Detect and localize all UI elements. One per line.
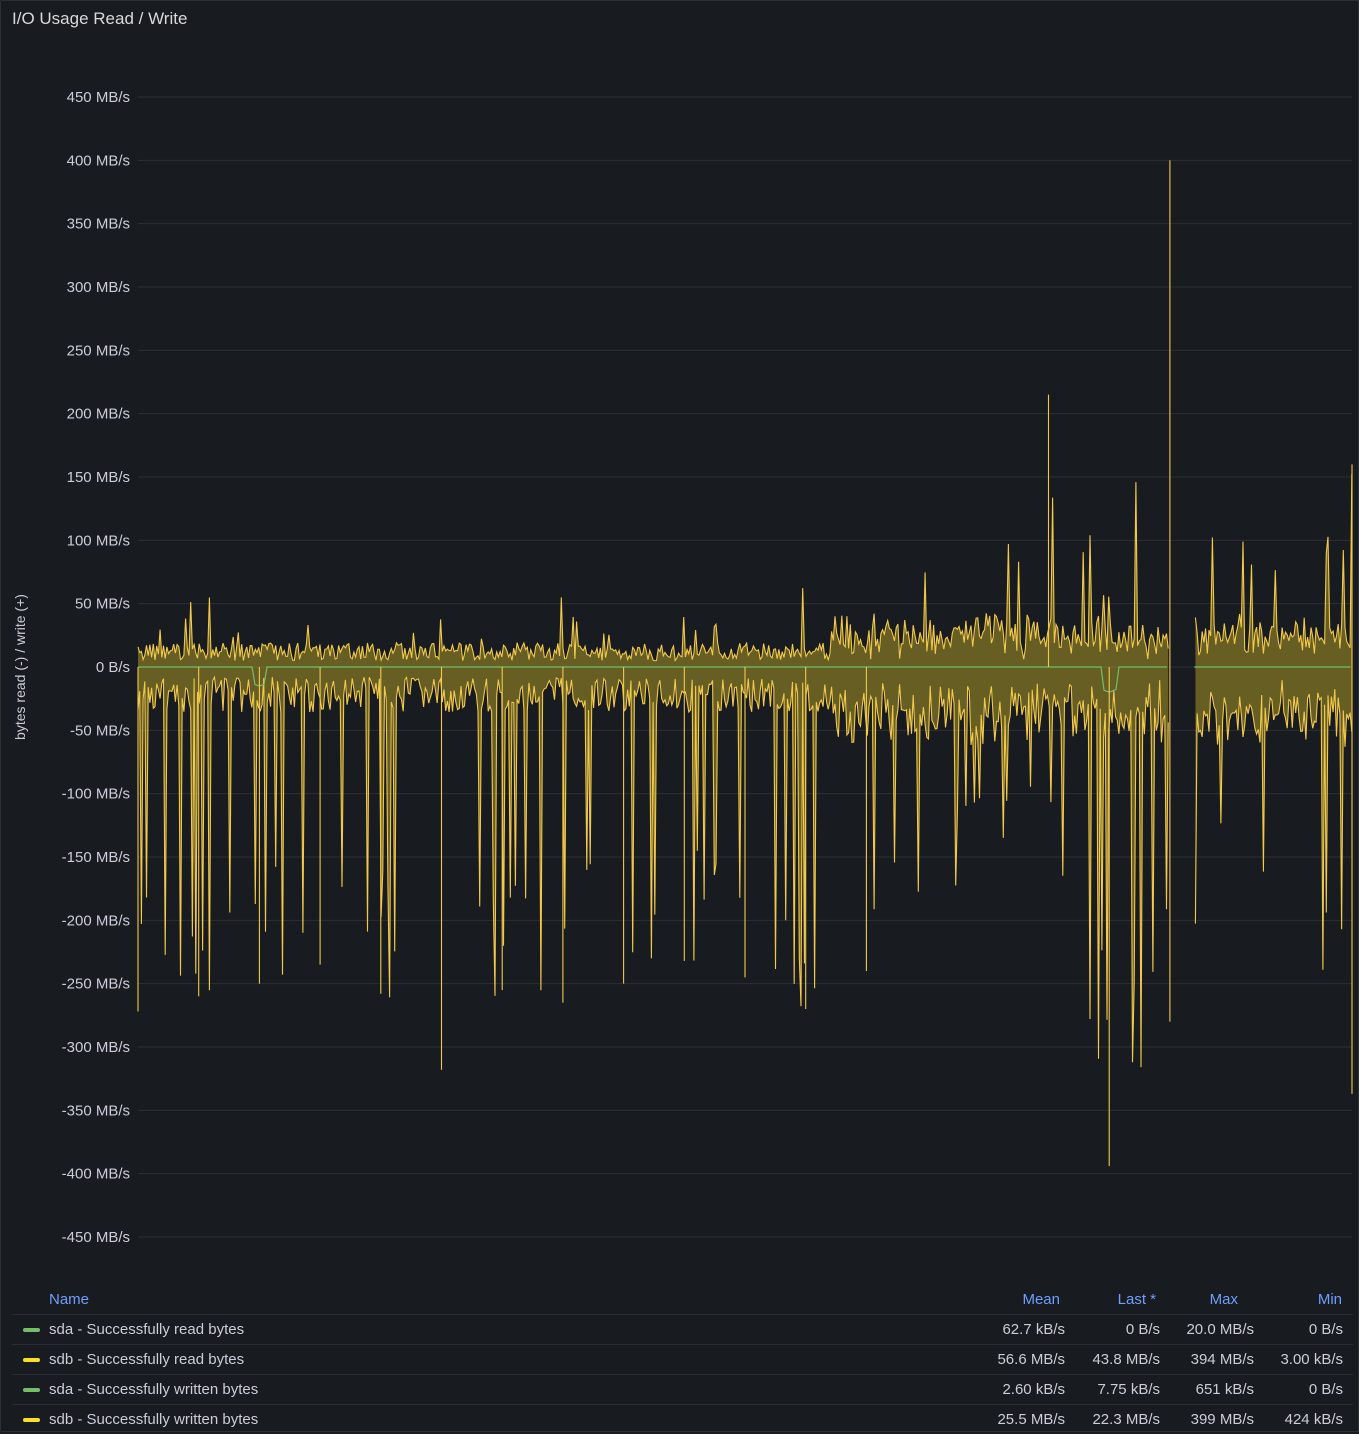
y-tick-label: 100 MB/s [67, 532, 130, 549]
legend-series-name[interactable]: sdb - Successfully written bytes [49, 1411, 259, 1428]
y-tick-label: -100 MB/s [62, 786, 130, 803]
legend-series-name[interactable]: sda - Successfully read bytes [49, 1321, 245, 1338]
y-tick-label: -250 MB/s [62, 976, 130, 993]
legend-last: 7.75 kB/s [1097, 1381, 1160, 1398]
io-usage-chart[interactable]: 450 MB/s 400 MB/s 350 MB/s 300 MB/s 250 MB/s… [1, 1, 1359, 1281]
legend-series-name[interactable]: sdb - Successfully read bytes [49, 1351, 245, 1368]
y-tick-label: 350 MB/s [67, 216, 130, 233]
series-color-swatch [23, 1418, 40, 1422]
series-area [138, 482, 1169, 667]
series-line-sda[interactable] [138, 666, 1167, 693]
y-tick-label: -300 MB/s [62, 1039, 130, 1056]
legend-min: 424 kB/s [1284, 1411, 1343, 1428]
panel-title[interactable]: I/O Usage Read / Write [12, 9, 188, 28]
legend-header-name[interactable]: Name [49, 1291, 90, 1308]
y-tick-label: 300 MB/s [67, 279, 130, 296]
legend-last: 43.8 MB/s [1092, 1351, 1160, 1368]
y-axis-label: bytes read (-) / write (+) [12, 594, 28, 740]
y-tick-label: -50 MB/s [70, 722, 130, 739]
legend-row[interactable]: sda - Successfully written bytes 2.60 kB… [12, 1374, 1353, 1404]
legend-row[interactable]: sdb - Successfully read bytes 56.6 MB/s … [12, 1344, 1353, 1374]
y-tick-label: 400 MB/s [67, 152, 130, 169]
legend-row[interactable]: sda - Successfully read bytes 62.7 kB/s … [12, 1314, 1353, 1344]
legend-max: 394 MB/s [1190, 1351, 1254, 1368]
legend-min: 0 B/s [1308, 1381, 1343, 1398]
series-color-swatch [23, 1328, 40, 1332]
series-color-swatch [23, 1358, 40, 1362]
y-tick-label: -450 MB/s [62, 1229, 130, 1246]
legend-header: Name Mean Last * Max Min [12, 1285, 1353, 1314]
legend-mean: 25.5 MB/s [997, 1411, 1065, 1428]
legend-header-min[interactable]: Min [1317, 1291, 1342, 1308]
y-tick-label: 50 MB/s [75, 596, 130, 613]
legend-min: 0 B/s [1308, 1321, 1343, 1338]
series-line[interactable] [1194, 474, 1353, 656]
series-line[interactable] [137, 675, 1169, 1068]
legend-max: 20.0 MB/s [1186, 1321, 1254, 1338]
legend-mean: 56.6 MB/s [997, 1351, 1065, 1368]
series-line[interactable] [137, 482, 1169, 663]
legend-max: 399 MB/s [1190, 1411, 1254, 1428]
y-tick-label: 150 MB/s [67, 469, 130, 486]
legend-header-mean[interactable]: Mean [1022, 1291, 1060, 1308]
series-area [1195, 667, 1352, 970]
series-color-swatch [23, 1388, 40, 1392]
legend-min: 3.00 kB/s [1280, 1351, 1343, 1368]
series-area [1195, 474, 1352, 667]
y-tick-label: -150 MB/s [62, 849, 130, 866]
legend-last: 22.3 MB/s [1092, 1411, 1160, 1428]
legend-table: Name Mean Last * Max Min sda - Successfu… [12, 1285, 1353, 1434]
y-tick-label: 250 MB/s [67, 342, 130, 359]
legend-mean: 2.60 kB/s [1002, 1381, 1065, 1398]
y-tick-label: 200 MB/s [67, 406, 130, 423]
y-tick-label: -200 MB/s [62, 912, 130, 929]
y-tick-label: 0 B/s [96, 659, 130, 676]
legend-last: 0 B/s [1125, 1321, 1160, 1338]
legend-row[interactable]: sdb - Successfully written bytes 25.5 MB… [12, 1404, 1353, 1434]
series-line[interactable] [1194, 680, 1353, 970]
y-tick-label: -400 MB/s [62, 1166, 130, 1183]
legend-series-name[interactable]: sda - Successfully written bytes [49, 1381, 259, 1398]
legend-header-last[interactable]: Last * [1117, 1291, 1156, 1308]
legend-mean: 62.7 kB/s [1002, 1321, 1065, 1338]
y-tick-label: -350 MB/s [62, 1102, 130, 1119]
y-tick-label: 450 MB/s [67, 89, 130, 106]
legend-max: 651 kB/s [1195, 1381, 1254, 1398]
legend-header-max[interactable]: Max [1209, 1291, 1238, 1308]
